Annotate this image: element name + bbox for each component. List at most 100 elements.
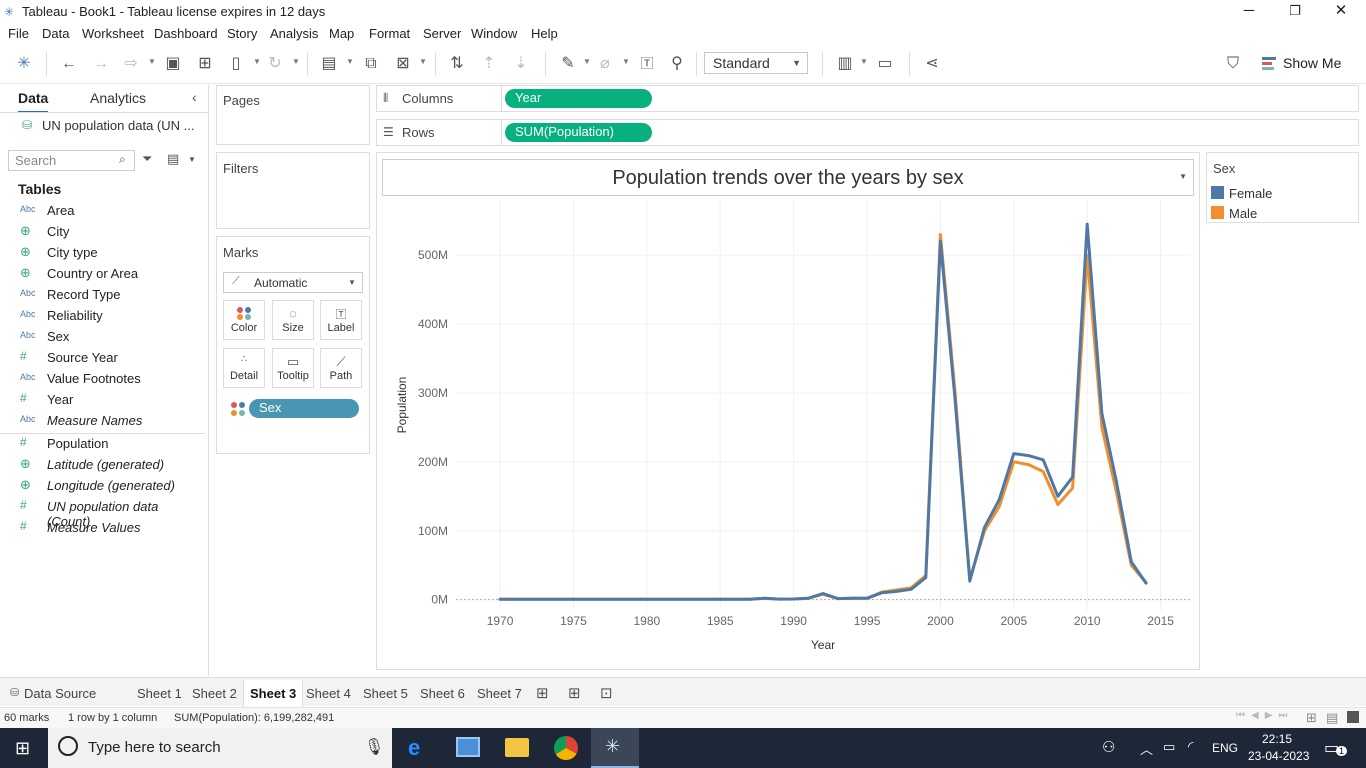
view-area[interactable] [376, 152, 1200, 670]
tab-sheet-6[interactable]: Sheet 6 [420, 686, 465, 701]
swap-rows-columns-icon[interactable]: ⇅ [450, 55, 464, 72]
chrome-browser-icon[interactable] [554, 736, 578, 760]
new-story-icon[interactable]: ⊡ [600, 685, 613, 702]
detail-button[interactable]: ∴ Detail [223, 348, 265, 388]
share-icon[interactable]: ⋖ [925, 55, 939, 72]
field-area[interactable]: Abc Area [0, 201, 205, 222]
tab-sheet-7[interactable]: Sheet 7 [477, 686, 522, 701]
highlight-icon[interactable]: ✎ [561, 55, 575, 72]
size-button[interactable]: ◌ Size [272, 300, 314, 340]
clock-date[interactable]: 23-04-2023 [1248, 749, 1310, 763]
menu-help[interactable]: Help [531, 26, 558, 41]
color-button[interactable]: Color [223, 300, 265, 340]
field-year[interactable]: # Year [0, 390, 205, 411]
sex-color-pill[interactable]: Sex [249, 399, 359, 418]
wifi-icon[interactable]: ◜ [1188, 738, 1194, 754]
field-measure-values[interactable]: # Measure Values [0, 518, 205, 539]
menu-window[interactable]: Window [471, 26, 518, 41]
chevron-down-icon[interactable]: ▼ [148, 57, 156, 66]
field-un-population-data-count[interactable]: # UN population data (Count) [0, 497, 205, 529]
chart-title[interactable]: Population trends over the years by sex … [382, 159, 1194, 196]
menu-format[interactable]: Format [369, 26, 411, 41]
field-longitude-generated[interactable]: ⊕ Longitude (generated) [0, 476, 205, 497]
microphone-icon[interactable]: 🎙 [364, 739, 385, 756]
field-city[interactable]: ⊕ City [0, 222, 205, 243]
field-sex[interactable]: Abc Sex [0, 327, 205, 348]
line-chart[interactable]: 0M 100M 200M 300M 400M 500M 1970 1975 1980 1985 19… [376, 196, 1200, 668]
duplicate-sheet-icon[interactable]: ⧉ [365, 55, 377, 72]
field-value-footnotes[interactable]: Abc Value Footnotes [0, 369, 205, 390]
new-data-source-icon[interactable]: ⊞ [198, 55, 212, 72]
path-button[interactable]: ⟋ Path [320, 348, 362, 388]
tableau-home-icon[interactable]: ✳ [17, 55, 31, 72]
datasource-name[interactable]: UN population data (UN ... [42, 118, 195, 133]
sheet-nav-arrows-icon[interactable]: ⏮◀▶⏭ [1236, 710, 1294, 721]
tableau-taskbar-button[interactable]: ✳ [591, 728, 639, 768]
field-source-year[interactable]: # Source Year [0, 348, 205, 369]
show-cards-icon[interactable]: ▥ [837, 55, 853, 72]
mark-type-dropdown[interactable]: ⟋ Automatic ▼ [223, 272, 363, 293]
tabs-view-icon[interactable] [1347, 711, 1359, 723]
sheet-sorter-icon[interactable]: ⊞ [1306, 710, 1317, 725]
field-city-type[interactable]: ⊕ City type [0, 243, 205, 264]
battery-icon[interactable]: ▭ [1163, 739, 1176, 754]
field-reliability[interactable]: Abc Reliability [0, 306, 205, 327]
windows-start-icon[interactable]: ⊞ [15, 738, 31, 758]
tab-data-source[interactable]: Data Source [24, 686, 97, 701]
close-button[interactable]: ✕ [1334, 2, 1348, 19]
pages-card[interactable]: Pages [216, 85, 370, 145]
show-mark-labels-icon[interactable]: 🅃 [640, 56, 654, 71]
filters-card[interactable]: Filters [216, 152, 370, 229]
chevron-down-icon[interactable]: ▼ [292, 57, 300, 66]
taskbar-search-box[interactable]: Type here to search 🎙 [48, 728, 392, 768]
clear-sheet-icon[interactable]: ⊠ [396, 55, 410, 72]
save-icon[interactable]: ▣ [165, 55, 181, 72]
filmstrip-icon[interactable]: ▤ [1326, 710, 1339, 725]
redo-icon[interactable]: → [93, 55, 109, 72]
new-dashboard-icon[interactable]: ⊞ [568, 685, 581, 702]
chevron-up-icon[interactable]: ︿ [1140, 742, 1154, 757]
new-worksheet-icon[interactable]: ⊞ [536, 685, 549, 702]
tab-sheet-1[interactable]: Sheet 1 [137, 686, 182, 701]
filter-icon[interactable]: ⏷ [142, 151, 153, 166]
sort-ascending-icon[interactable]: ⇡ [482, 55, 496, 72]
fit-dropdown[interactable]: Standard ▼ [704, 52, 808, 74]
sort-descending-icon[interactable]: ⇣ [514, 55, 528, 72]
label-button[interactable]: 🅃 Label [320, 300, 362, 340]
tab-sheet-2[interactable]: Sheet 2 [192, 686, 237, 701]
chevron-down-icon[interactable]: ▼ [188, 155, 196, 164]
year-pill[interactable]: Year [505, 89, 652, 108]
field-measure-names[interactable]: Abc Measure Names [0, 411, 205, 432]
photos-app-icon[interactable] [456, 737, 480, 757]
tab-sheet-3[interactable]: Sheet 3 [243, 680, 304, 707]
chevron-down-icon[interactable]: ▼ [253, 57, 261, 66]
presentation-mode-icon[interactable]: ▭ [877, 55, 893, 72]
minimize-button[interactable]: ─ [1243, 2, 1255, 19]
menu-data[interactable]: Data [42, 26, 70, 41]
collapse-pane-icon[interactable]: ‹ [192, 89, 197, 105]
refresh-icon[interactable]: ↻ [268, 55, 282, 72]
tab-analytics[interactable]: Analytics [90, 90, 147, 106]
sum-population-pill[interactable]: SUM(Population) [505, 123, 652, 142]
people-icon[interactable]: ⚇ [1102, 739, 1116, 756]
menu-map[interactable]: Map [329, 26, 355, 41]
replay-icon[interactable]: ⇨ [124, 55, 138, 72]
group-members-icon[interactable]: ⌀ [600, 55, 610, 72]
menu-analysis[interactable]: Analysis [270, 26, 319, 41]
chevron-down-icon[interactable]: ▼ [622, 57, 630, 66]
undo-icon[interactable]: ← [61, 55, 77, 72]
fix-axes-icon[interactable]: ⚲ [671, 55, 683, 72]
format-painter-icon[interactable]: ⛉ [1226, 55, 1239, 72]
chevron-down-icon[interactable]: ▼ [1179, 172, 1187, 181]
field-record-type[interactable]: Abc Record Type [0, 285, 205, 306]
new-worksheet-icon[interactable]: ▤ [321, 55, 337, 72]
menu-worksheet[interactable]: Worksheet [82, 26, 144, 41]
tooltip-button[interactable]: ▭ Tooltip [272, 348, 314, 388]
tab-sheet-5[interactable]: Sheet 5 [363, 686, 408, 701]
restore-button[interactable]: ❐ [1289, 3, 1301, 18]
series-line-female[interactable] [498, 222, 1148, 601]
show-me-button[interactable]: Show Me [1283, 55, 1342, 71]
chevron-down-icon[interactable]: ▼ [346, 57, 354, 66]
tab-data[interactable]: Data [18, 90, 49, 113]
chevron-down-icon[interactable]: ▼ [583, 57, 591, 66]
